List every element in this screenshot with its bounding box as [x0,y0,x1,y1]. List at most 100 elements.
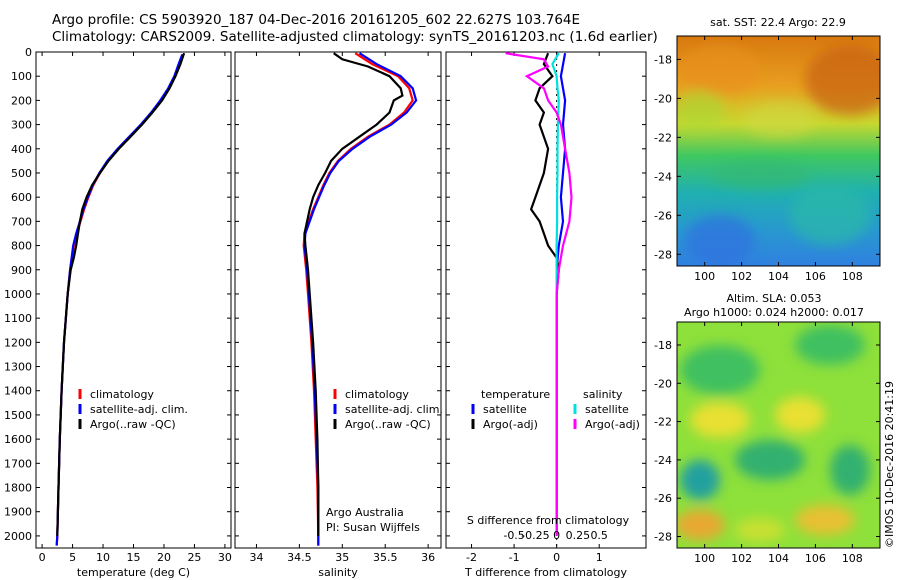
difference-s-tick-label: -0.5 [503,529,524,542]
difference-legend-label: Argo(-adj) [483,418,538,431]
sst_map-ytick-label: -18 [654,53,672,66]
temperature-xtick-label: 20 [157,551,171,564]
sla_map-xtick-label: 106 [805,552,826,565]
difference-xlabel: T difference from climatology [464,566,627,579]
sst_map-xtick-label: 108 [842,270,863,283]
sst_map-ytick-label: -26 [654,209,672,222]
salinity-xlabel: salinity [318,566,358,579]
depth-tick-label: 700 [11,215,32,228]
depth-tick-label: 1500 [4,409,32,422]
depth-tick-label: 1600 [4,433,32,446]
sst_map-xtick-label: 104 [768,270,789,283]
sla_map-ytick-label: -28 [654,531,672,544]
sla_map-ytick-label: -26 [654,492,672,505]
salinity-legend-label: satellite-adj. clim. [345,403,443,416]
salinity-xtick-label: 36 [421,551,435,564]
figure-subtitle: Climatology: CARS2009. Satellite-adjuste… [52,29,658,45]
sst_map-ytick-label: -24 [654,170,672,183]
sla_map-ytick-label: -18 [654,339,672,352]
depth-tick-label: 300 [11,119,32,132]
depth-tick-label: 2000 [4,530,32,543]
difference-series-temperature-argo-adj- [529,52,560,536]
salinity-xtick-label: 34 [249,551,263,564]
sst_map-xtick-label: 102 [731,270,752,283]
sst_map-ytick-label: -28 [654,248,672,261]
depth-tick-label: 900 [11,264,32,277]
temperature-legend-label: satellite-adj. clim. [90,403,188,416]
depth-tick-label: 500 [11,167,32,180]
sla_map-ytick-label: -24 [654,454,672,467]
difference-series-salinity-argo-adj- [505,52,573,536]
salinity-legend-label: Argo(..raw -QC) [345,418,431,431]
depth-tick-label: 1400 [4,385,32,398]
sst-map-title: sat. SST: 22.4 Argo: 22.9 [710,16,846,29]
sla_map-xtick-label: 108 [842,552,863,565]
depth-tick-label: 1000 [4,288,32,301]
figure-title: Argo profile: CS 5903920_187 04-Dec-2016… [52,12,581,28]
temperature-legend-label: Argo(..raw -QC) [90,418,176,431]
depth-tick-label: 200 [11,94,32,107]
difference-plot-frame [445,51,647,549]
salinity-plot-frame [234,51,442,549]
temperature-xtick-label: 10 [96,551,110,564]
difference-s-tick-label: -0.25 [521,529,549,542]
depth-tick-label: 1200 [4,336,32,349]
temperature-xtick-label: 15 [127,551,141,564]
difference-s-label: S difference from climatology [467,514,630,527]
difference-s-tick-label: 0.25 [566,529,591,542]
depth-tick-label: 1700 [4,457,32,470]
depth-tick-label: 400 [11,143,32,156]
salinity-xtick-label: 34.5 [287,551,312,564]
temperature-xlabel: temperature (deg C) [77,566,190,579]
depth-tick-label: 0 [25,46,32,59]
salinity-series-argo-raw-qc- [303,52,404,536]
imos-credit: ©IMOS 10-Dec-2016 20:41:19 [883,381,896,548]
sla-map-subtitle: Argo h1000: 0.024 h2000: 0.017 [684,306,864,319]
salinity-series-satellite-adj-clim- [303,52,418,546]
sst_map-xtick-label: 106 [805,270,826,283]
difference-legend-label: Argo(-adj) [585,418,640,431]
depth-tick-label: 600 [11,191,32,204]
temperature-xtick-label: 30 [218,551,232,564]
difference-legend-title-temperature: temperature [481,388,550,401]
difference-s-tick-label: 0.5 [590,529,608,542]
depth-tick-label: 1800 [4,482,32,495]
depth-tick-label: 100 [11,70,32,83]
temperature-xtick-label: 0 [39,551,46,564]
depth-tick-label: 1900 [4,506,32,519]
difference-legend-label: satellite [585,403,629,416]
sst_map-ytick-label: -20 [654,92,672,105]
sla-map-image [677,322,880,548]
depth-tick-label: 1300 [4,361,32,374]
temperature-xtick-label: 25 [187,551,201,564]
temperature-series-satellite-adj-clim- [55,54,184,546]
sst_map-xtick-label: 100 [694,270,715,283]
difference-legend-title-salinity: salinity [583,388,623,401]
salinity-annotation: PI: Susan Wijffels [326,521,420,534]
difference-xtick-label: 1 [596,551,603,564]
salinity-xtick-label: 35.5 [373,551,398,564]
salinity-series-climatology [302,52,414,546]
sla_map-xtick-label: 104 [768,552,789,565]
sla_map-ytick-label: -20 [654,377,672,390]
sla-map-title: Altim. SLA: 0.053 [726,292,821,305]
difference-xtick-label: -1 [509,551,520,564]
sst-map-image [677,36,880,266]
sst_map-ytick-label: -22 [654,131,672,144]
depth-tick-label: 1100 [4,312,32,325]
depth-tick-label: 800 [11,240,32,253]
temperature-series-argo-raw-qc- [56,52,186,536]
difference-legend-label: satellite [483,403,527,416]
salinity-annotation: Argo Australia [326,506,404,519]
difference-xtick-label: 0 [553,551,560,564]
sla_map-ytick-label: -22 [654,416,672,429]
sla_map-xtick-label: 100 [694,552,715,565]
difference-xtick-label: -2 [466,551,477,564]
temperature-series-climatology [55,54,185,546]
salinity-xtick-label: 35 [335,551,349,564]
sla_map-xtick-label: 102 [731,552,752,565]
temperature-plot-frame [35,51,232,549]
salinity-legend-label: climatology [345,388,409,401]
